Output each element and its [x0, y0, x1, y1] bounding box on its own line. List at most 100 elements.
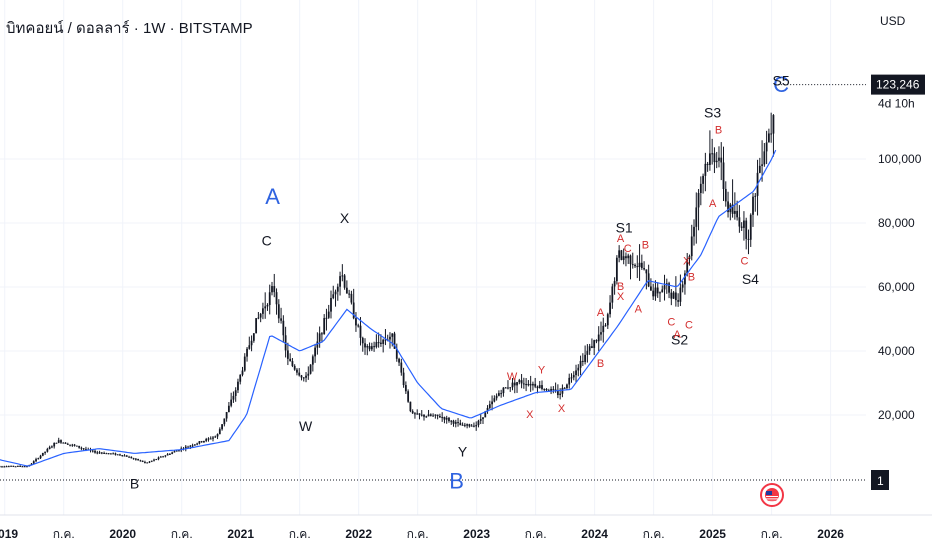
candle-body: [432, 415, 434, 417]
candle-body: [414, 413, 416, 415]
candle-body: [765, 142, 768, 152]
candle-body: [400, 362, 403, 373]
candle-body: [209, 438, 212, 440]
candle-body: [359, 325, 362, 338]
candle-body: [168, 453, 171, 455]
candle-body: [370, 346, 373, 350]
candle-body: [420, 414, 423, 416]
candle-body: [171, 452, 174, 454]
candle-body: [223, 418, 226, 425]
candle-body: [697, 192, 700, 208]
candle-body: [452, 420, 455, 424]
candle-body: [100, 452, 103, 454]
candle-body: [243, 356, 246, 371]
candle-body: [221, 424, 223, 430]
candle-body: [364, 343, 366, 348]
candle-body: [162, 456, 164, 458]
candle-body: [230, 399, 233, 406]
candle-body: [463, 424, 466, 426]
candle-body: [566, 384, 568, 389]
candle-body: [727, 201, 729, 213]
candle-body: [529, 383, 532, 386]
wave-label-major: B: [449, 469, 464, 494]
wave-label-minor: A: [617, 233, 625, 245]
candle-body: [268, 292, 271, 305]
candle-body: [767, 133, 770, 143]
candle-body: [114, 453, 117, 455]
candle-body: [73, 444, 76, 446]
wave-label-label: S5: [772, 72, 789, 88]
candle-body: [389, 336, 391, 340]
time-axis-tick-label: ก.ค.: [289, 527, 311, 541]
candle-body: [187, 446, 189, 448]
candle-body: [690, 236, 693, 257]
candle-body: [232, 395, 235, 400]
wave-label-minor: X: [683, 256, 691, 268]
time-axis-tick-label: ก.ค.: [53, 527, 75, 541]
candle-body: [568, 377, 571, 385]
candle-body: [486, 407, 489, 412]
wave-label-minor: B: [597, 358, 604, 370]
candle-body: [237, 381, 239, 391]
candle-body: [493, 398, 496, 402]
candle-body: [497, 393, 500, 396]
candle-body: [402, 372, 405, 386]
candle-body: [339, 276, 341, 287]
candle-body: [275, 292, 278, 305]
candle-body: [193, 444, 196, 446]
candle-body: [318, 333, 321, 342]
wave-label-minor: Y: [538, 364, 546, 376]
candle-body: [638, 262, 641, 267]
candle-body: [62, 442, 65, 444]
price-axis-tick-label: 20,000: [878, 408, 915, 422]
candle-body: [255, 318, 258, 334]
candle-body: [609, 302, 611, 315]
candle-body: [277, 304, 280, 319]
candle-body: [300, 375, 303, 378]
wave-label-minor: C: [667, 316, 675, 328]
candle-body: [704, 163, 707, 176]
wave-label-minor: X: [526, 409, 534, 421]
candle-body: [693, 226, 695, 237]
wave-label-label: Y: [458, 444, 468, 460]
candle-body: [234, 390, 237, 396]
currency-label: USD: [880, 14, 906, 28]
wave-label-minor: C: [624, 243, 632, 255]
candle-body: [604, 325, 607, 327]
candle-body: [595, 340, 598, 342]
candle-body: [618, 250, 621, 258]
candle-body: [348, 293, 351, 295]
candle-body: [262, 308, 264, 314]
wave-label-label: S3: [704, 104, 721, 120]
candle-body: [200, 441, 203, 443]
wave-label-label: S1: [616, 220, 633, 236]
candle-body: [166, 454, 169, 456]
candle-body: [125, 455, 128, 457]
candle-body: [64, 442, 67, 444]
current-price-label: 123,246: [876, 78, 920, 92]
candle-body: [305, 375, 307, 378]
candle-body: [711, 153, 714, 155]
candle-body: [19, 465, 22, 467]
candle-body: [538, 385, 541, 389]
candle-body: [189, 445, 192, 447]
candle-body: [545, 388, 548, 391]
candle-body: [745, 220, 748, 239]
candle-body: [280, 318, 282, 321]
candle-body: [407, 391, 410, 402]
candle-body: [740, 226, 743, 228]
candle-body: [105, 453, 108, 455]
candle-body: [178, 450, 180, 452]
candle-body: [32, 461, 35, 464]
time-axis-tick-label: 2025: [699, 527, 726, 541]
candle-body: [37, 458, 40, 460]
candle-body: [418, 413, 421, 415]
candle-body: [46, 449, 49, 452]
candle-body: [615, 257, 618, 282]
candle-body: [352, 302, 355, 319]
candle-body: [91, 450, 94, 452]
candle-body: [5, 466, 8, 468]
candle-body: [738, 217, 741, 227]
candle-body: [677, 300, 680, 302]
